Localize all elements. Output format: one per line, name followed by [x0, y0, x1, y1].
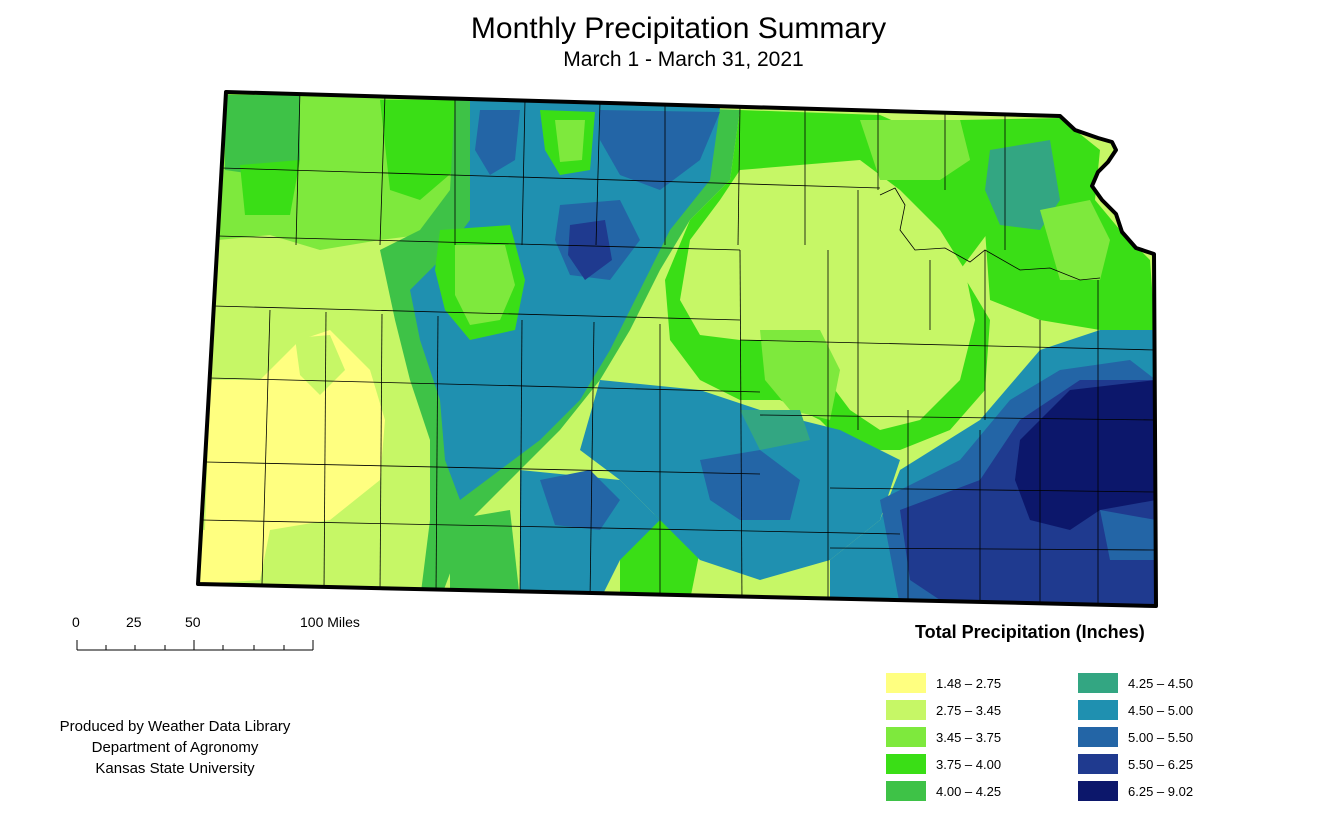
contour-band: [240, 160, 300, 215]
precipitation-contours: [198, 92, 1156, 606]
credit-line: Department of Agronomy: [91, 739, 259, 756]
legend-swatch: [1078, 673, 1118, 693]
legend-item: 5.00 – 5.50: [1078, 727, 1193, 747]
contour-band: [555, 120, 585, 162]
county-line: [829, 547, 1156, 551]
county-line: [379, 94, 386, 246]
legend-label: 1.48 – 2.75: [936, 675, 1002, 691]
legend-label: 5.50 – 6.25: [1128, 756, 1194, 772]
legend-swatch: [886, 700, 926, 720]
legend-item: 4.50 – 5.00: [1078, 700, 1193, 720]
county-line: [323, 311, 327, 591]
contour-band: [295, 335, 345, 395]
credit-line: Kansas State University: [95, 760, 255, 777]
county-line: [519, 319, 523, 599]
contour-band: [568, 220, 612, 280]
contour-band: [1015, 380, 1156, 530]
legend-item: 3.75 – 4.00: [886, 754, 1001, 774]
legend-item: 6.25 – 9.02: [1078, 781, 1193, 801]
legend-label: 3.75 – 4.00: [936, 756, 1002, 772]
county-line: [435, 315, 439, 595]
county-line: [217, 235, 741, 251]
credits: Produced by Weather Data Library Departm…: [30, 716, 320, 779]
county-line: [201, 519, 901, 535]
contour-band: [410, 100, 720, 500]
legend-label: 5.00 – 5.50: [1128, 729, 1194, 745]
legend-label: 4.00 – 4.25: [936, 783, 1002, 799]
county-line: [221, 167, 881, 189]
legend-item: 4.00 – 4.25: [886, 781, 1001, 801]
county-line: [379, 313, 383, 593]
county-line: [737, 105, 741, 246]
contour-band: [600, 110, 720, 190]
contour-band: [300, 100, 390, 170]
contour-band: [450, 510, 520, 600]
county-boundaries: [201, 92, 1156, 606]
state-outline: [196, 90, 1158, 608]
legend-swatch: [1078, 727, 1118, 747]
contour-band: [540, 470, 620, 530]
legend-swatch: [886, 673, 926, 693]
contour-band: [475, 110, 520, 175]
legend-label: 4.50 – 5.00: [1128, 702, 1194, 718]
legend-item: 4.25 – 4.50: [1078, 673, 1193, 693]
county-line: [829, 487, 1156, 493]
legend-label: 4.25 – 4.50: [1128, 675, 1194, 691]
legend-label: 2.75 – 3.45: [936, 702, 1002, 718]
county-line: [213, 305, 741, 321]
county-line: [261, 309, 271, 585]
scale-bar-graphic: [76, 640, 314, 651]
scale-tick-label: 25: [126, 614, 142, 630]
legend-swatch: [1078, 781, 1118, 801]
scale-tick-label: 100 Miles: [300, 614, 360, 630]
scale-tick-label: 0: [72, 614, 80, 630]
contour-band: [700, 450, 800, 520]
legend-item: 1.48 – 2.75: [886, 673, 1001, 693]
contour-band: [225, 95, 300, 175]
contour-band: [205, 330, 385, 530]
legend-swatch: [1078, 700, 1118, 720]
scale-tick-label: 50: [185, 614, 201, 630]
legend-swatch: [886, 727, 926, 747]
contour-band: [985, 140, 1060, 230]
credit-line: Produced by Weather Data Library: [59, 718, 291, 735]
contour-band: [1100, 510, 1156, 560]
contour-band: [760, 330, 840, 420]
map-title: Monthly Precipitation Summary: [470, 12, 887, 45]
contour-band: [1040, 200, 1110, 280]
contour-band: [860, 120, 970, 180]
river-boundary: [879, 187, 1101, 281]
legend-label: 6.25 – 9.02: [1128, 783, 1194, 799]
county-line: [295, 92, 301, 246]
contour-band: [198, 530, 270, 584]
county-line: [595, 101, 601, 246]
contour-band: [740, 410, 810, 450]
scale-bar: 0 25 50 100 Miles: [70, 614, 390, 654]
legend-swatch: [886, 754, 926, 774]
legend-item: 3.45 – 3.75: [886, 727, 1001, 747]
county-line: [759, 414, 1156, 421]
legend-item: 2.75 – 3.45: [886, 700, 1001, 720]
contour-band: [455, 245, 515, 325]
contour-band: [680, 160, 975, 430]
legend-title: Total Precipitation (Inches): [915, 622, 1145, 642]
legend-label: 3.45 – 3.75: [936, 729, 1002, 745]
county-line: [739, 339, 1156, 351]
legend-swatch: [886, 781, 926, 801]
county-line: [205, 461, 761, 475]
county-line: [739, 249, 743, 604]
legend-item: 5.50 – 6.25: [1078, 754, 1193, 774]
county-line: [589, 321, 595, 601]
county-line: [521, 99, 526, 246]
legend-swatch: [1078, 754, 1118, 774]
map-subtitle: March 1 - March 31, 2021: [563, 48, 804, 71]
county-line: [209, 377, 761, 393]
